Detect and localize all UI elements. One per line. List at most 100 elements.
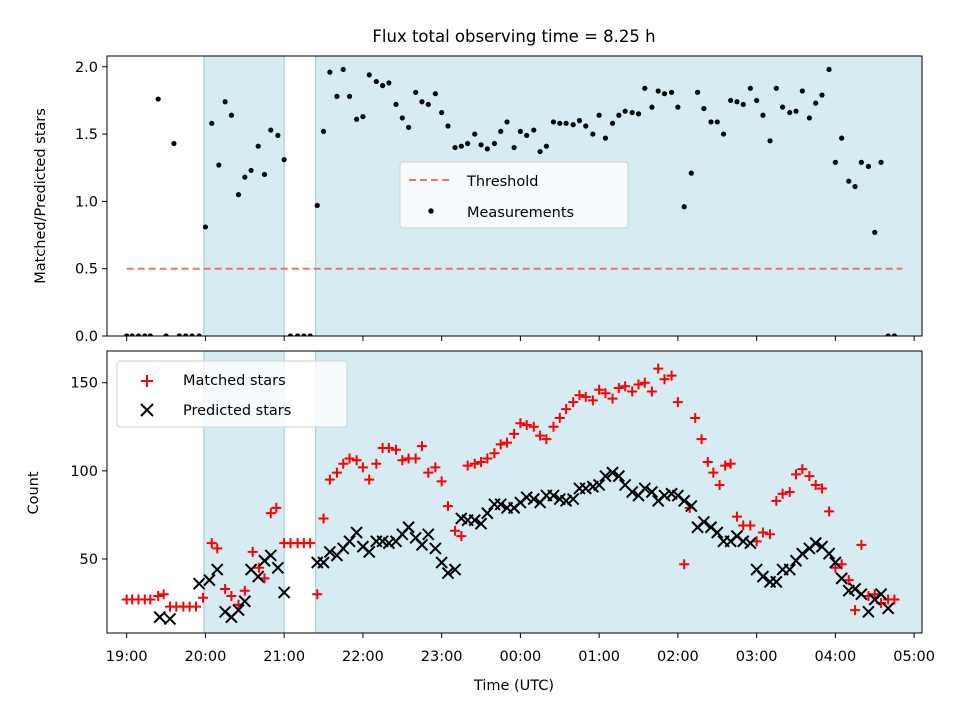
- predicted-star-marker: [599, 469, 612, 483]
- measurement-point: [399, 115, 405, 121]
- matched-star-marker: [627, 386, 638, 397]
- matched-star-marker: [771, 495, 782, 506]
- matched-star-marker: [515, 418, 526, 429]
- matched-star-marker: [212, 543, 223, 554]
- matched-star-marker: [869, 589, 880, 600]
- matched-star-marker: [804, 471, 815, 482]
- measurement-point: [793, 108, 799, 114]
- measurement-point: [465, 140, 471, 147]
- matched-star-marker: [548, 421, 559, 432]
- measurement-point: [787, 109, 793, 116]
- matched-star-marker: [390, 444, 401, 455]
- matched-star-marker: [462, 460, 473, 471]
- bottom-y-tick-label: 50: [80, 552, 98, 568]
- matched-star-marker: [633, 379, 644, 390]
- measurement-point: [813, 100, 819, 106]
- predicted-star-marker: [697, 515, 711, 529]
- matched-star-marker: [745, 520, 756, 531]
- top-y-tick-label: 1.0: [75, 194, 98, 210]
- predicted-star-marker: [527, 492, 540, 506]
- x-tick-label: 04:00: [814, 649, 856, 665]
- measurement-point: [301, 333, 307, 336]
- measurement-point: [852, 183, 858, 190]
- matched-stars-markers: [121, 363, 900, 616]
- x-tick-label: 23:00: [421, 649, 463, 665]
- x-tick-label: 03:00: [736, 649, 778, 665]
- predicted-star-marker: [350, 526, 363, 539]
- measurement-point: [668, 89, 675, 95]
- top-legend: Threshold Measurements: [399, 161, 629, 229]
- matched-star-marker: [436, 476, 447, 487]
- predicted-star-marker: [441, 566, 455, 580]
- measurement-point: [524, 132, 530, 139]
- matched-star-marker: [613, 383, 624, 394]
- bottom-x-ticks: 19:00 20:00 21:00 22:00 23:00 00:00 01:00 02:00…: [106, 633, 935, 665]
- measurement-point: [176, 333, 183, 336]
- measurement-point: [846, 178, 852, 184]
- predicted-star-marker: [756, 570, 770, 583]
- matched-star-marker: [850, 605, 861, 616]
- measurement-point: [354, 116, 360, 122]
- predicted-star-marker: [677, 494, 691, 508]
- matched-star-marker: [666, 370, 677, 381]
- top-y-tick-label: 0.5: [75, 262, 98, 278]
- measurement-point: [425, 101, 431, 108]
- measurement-point: [171, 140, 177, 147]
- predicted-star-marker: [579, 482, 592, 495]
- legend-threshold-label: Threshold: [466, 174, 538, 190]
- predicted-star-marker: [232, 603, 245, 617]
- predicted-star-marker: [809, 536, 822, 550]
- predicted-star-marker: [862, 605, 875, 619]
- measurement-point: [458, 143, 464, 149]
- matched-star-marker: [731, 511, 742, 522]
- legend-predicted-label: Predicted stars: [183, 403, 291, 419]
- matched-star-marker: [271, 502, 282, 513]
- predicted-star-marker: [494, 498, 507, 511]
- matched-star-marker: [607, 393, 618, 404]
- matched-star-marker: [714, 479, 725, 490]
- matched-star-marker: [456, 531, 467, 542]
- x-tick-label: 02:00: [657, 649, 699, 665]
- predicted-star-marker: [192, 577, 206, 590]
- predicted-star-marker: [829, 556, 842, 569]
- x-tick-label: 22:00: [342, 649, 384, 665]
- measurement-point: [261, 171, 268, 178]
- top-x-ticks: [126, 336, 915, 341]
- bottom-y-tick-label: 100: [70, 464, 98, 480]
- matched-star-marker: [509, 428, 520, 439]
- x-tick-label: 19:00: [106, 649, 148, 665]
- matched-star-marker: [856, 539, 867, 550]
- measurement-point: [773, 85, 779, 91]
- measurement-point: [340, 66, 346, 73]
- matched-star-marker: [528, 421, 539, 432]
- predicted-star-marker: [363, 545, 376, 559]
- matched-star-marker: [757, 527, 768, 538]
- measurement-point: [885, 333, 891, 336]
- predicted-stars-markers: [153, 466, 895, 626]
- top-y-tick-label: 0.0: [75, 329, 98, 345]
- matched-star-marker: [646, 386, 657, 397]
- bottom-span-1: [315, 351, 922, 633]
- measurement-point: [314, 202, 320, 209]
- matched-star-marker: [305, 538, 316, 549]
- matched-star-marker: [574, 390, 585, 401]
- measurement-point: [405, 124, 412, 130]
- predicted-star-marker: [520, 491, 533, 504]
- top-y-ticks: 0.0 0.5 1.0 1.5 2.0: [75, 60, 107, 345]
- measurement-point: [747, 85, 753, 91]
- measurement-point: [891, 333, 898, 336]
- matched-star-marker: [324, 474, 335, 485]
- matched-star-marker: [489, 448, 500, 459]
- predicted-star-marker: [448, 563, 462, 576]
- matched-star-marker: [791, 469, 802, 480]
- measurement-point: [694, 89, 701, 95]
- matched-star-marker: [416, 441, 427, 452]
- predicted-star-marker: [737, 535, 750, 548]
- matched-star-marker: [312, 589, 323, 600]
- predicted-star-marker: [343, 535, 356, 548]
- measurement-point: [419, 99, 425, 105]
- measurement-point: [596, 112, 602, 118]
- measurement-point: [209, 120, 215, 126]
- measurement-point: [799, 88, 805, 94]
- predicted-star-marker: [606, 466, 619, 479]
